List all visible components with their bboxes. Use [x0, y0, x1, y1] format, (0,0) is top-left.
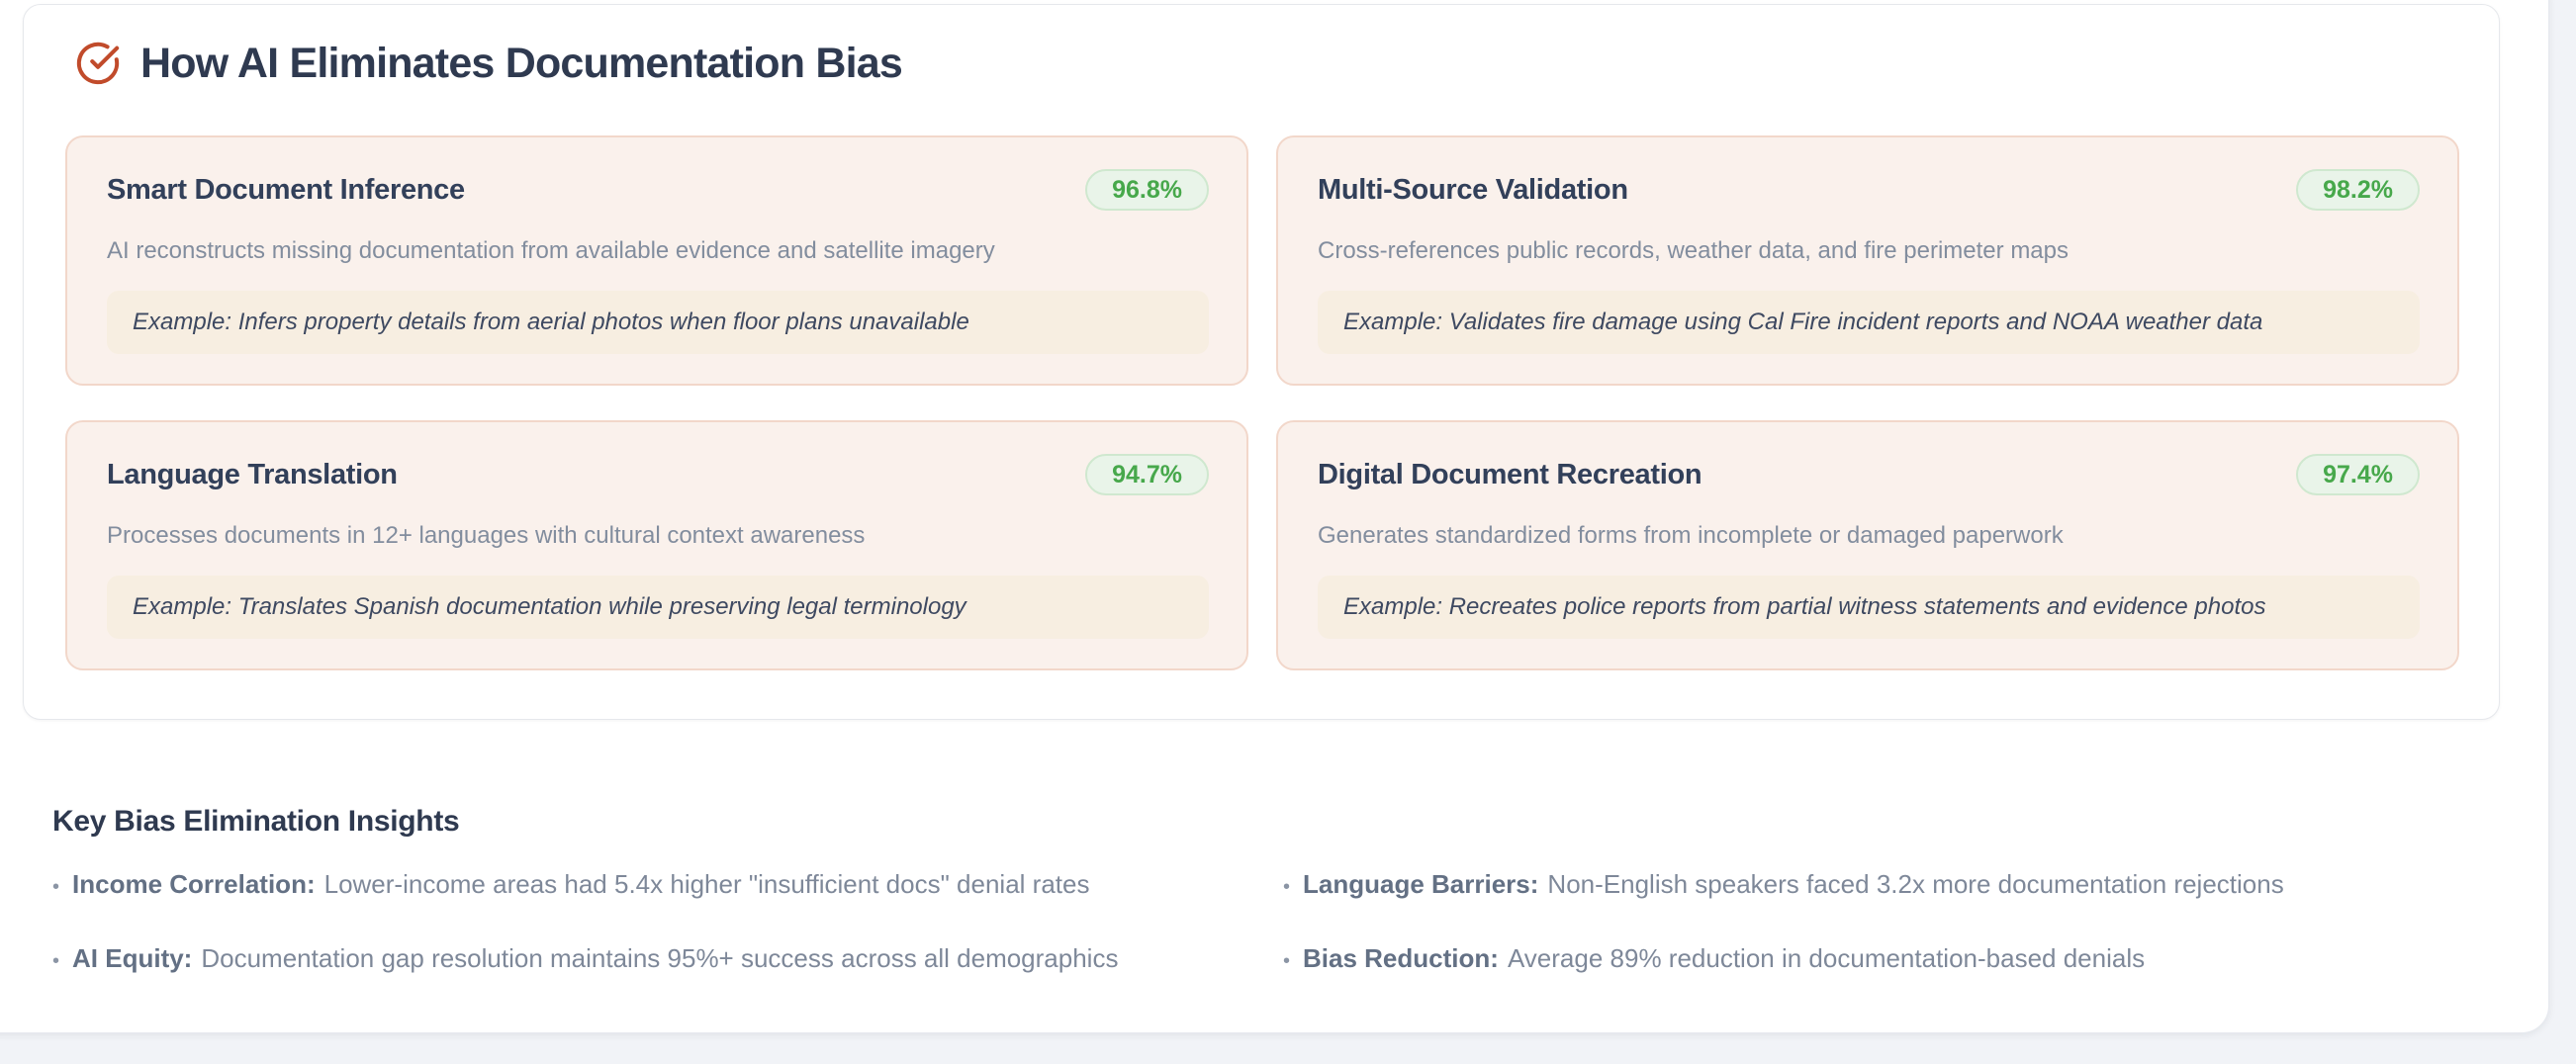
accuracy-badge: 96.8%: [1085, 169, 1209, 211]
insight-text: Lower-income areas had 5.4x higher "insu…: [323, 869, 1090, 899]
feature-title: Language Translation: [107, 458, 398, 490]
insight-label: Income Correlation:: [72, 869, 316, 899]
feature-card-multi-source-validation: Multi-Source Validation 98.2% Cross-refe…: [1276, 135, 2459, 386]
insight-income-correlation: • Income Correlation: Lower-income areas …: [52, 868, 1283, 903]
feature-card-language-translation: Language Translation 94.7% Processes doc…: [65, 420, 1248, 670]
insight-text: Documentation gap resolution maintains 9…: [201, 943, 1119, 973]
feature-example: Example: Infers property details from ae…: [107, 291, 1209, 354]
bullet-icon: •: [52, 950, 60, 972]
bullet-icon: •: [52, 876, 60, 898]
insight-language-barriers: • Language Barriers: Non-English speakers…: [1283, 868, 2466, 903]
check-circle-icon: [76, 42, 120, 85]
feature-example: Example: Recreates police reports from p…: [1318, 576, 2420, 639]
feature-card-digital-document-recreation: Digital Document Recreation 97.4% Genera…: [1276, 420, 2459, 670]
accuracy-badge: 97.4%: [2296, 454, 2420, 495]
feature-card-smart-document-inference: Smart Document Inference 96.8% AI recons…: [65, 135, 1248, 386]
feature-description: Cross-references public records, weather…: [1318, 237, 2069, 264]
accuracy-badge: 98.2%: [2296, 169, 2420, 211]
feature-title: Smart Document Inference: [107, 173, 465, 206]
feature-title: Digital Document Recreation: [1318, 458, 1702, 490]
feature-description: Processes documents in 12+ languages wit…: [107, 522, 866, 549]
bullet-icon: •: [1283, 876, 1291, 898]
ai-bias-section-card: How AI Eliminates Documentation Bias Sma…: [23, 4, 2500, 720]
feature-description: Generates standardized forms from incomp…: [1318, 522, 2064, 549]
insight-text: Non-English speakers faced 3.2x more doc…: [1547, 869, 2284, 899]
bullet-icon: •: [1283, 950, 1291, 972]
section-header: How AI Eliminates Documentation Bias: [24, 5, 2499, 87]
accuracy-badge: 94.7%: [1085, 454, 1209, 495]
feature-example: Example: Translates Spanish documentatio…: [107, 576, 1209, 639]
insight-ai-equity: • AI Equity: Documentation gap resolution…: [52, 942, 1283, 977]
feature-description: AI reconstructs missing documentation fr…: [107, 237, 995, 264]
insights-section: Key Bias Elimination Insights • Income C…: [52, 805, 2466, 977]
section-title: How AI Eliminates Documentation Bias: [140, 39, 903, 87]
feature-grid: Smart Document Inference 96.8% AI recons…: [65, 135, 2459, 670]
insight-text: Average 89% reduction in documentation-b…: [1507, 943, 2146, 973]
insight-label: Language Barriers:: [1303, 869, 1539, 899]
insight-label: AI Equity:: [72, 943, 193, 973]
insight-label: Bias Reduction:: [1303, 943, 1499, 973]
feature-title: Multi-Source Validation: [1318, 173, 1628, 206]
feature-example: Example: Validates fire damage using Cal…: [1318, 291, 2420, 354]
insight-bias-reduction: • Bias Reduction: Average 89% reduction i…: [1283, 942, 2466, 977]
content-panel: How AI Eliminates Documentation Bias Sma…: [0, 0, 2549, 1033]
insights-grid: • Income Correlation: Lower-income areas …: [52, 868, 2466, 977]
insights-heading: Key Bias Elimination Insights: [52, 805, 460, 838]
